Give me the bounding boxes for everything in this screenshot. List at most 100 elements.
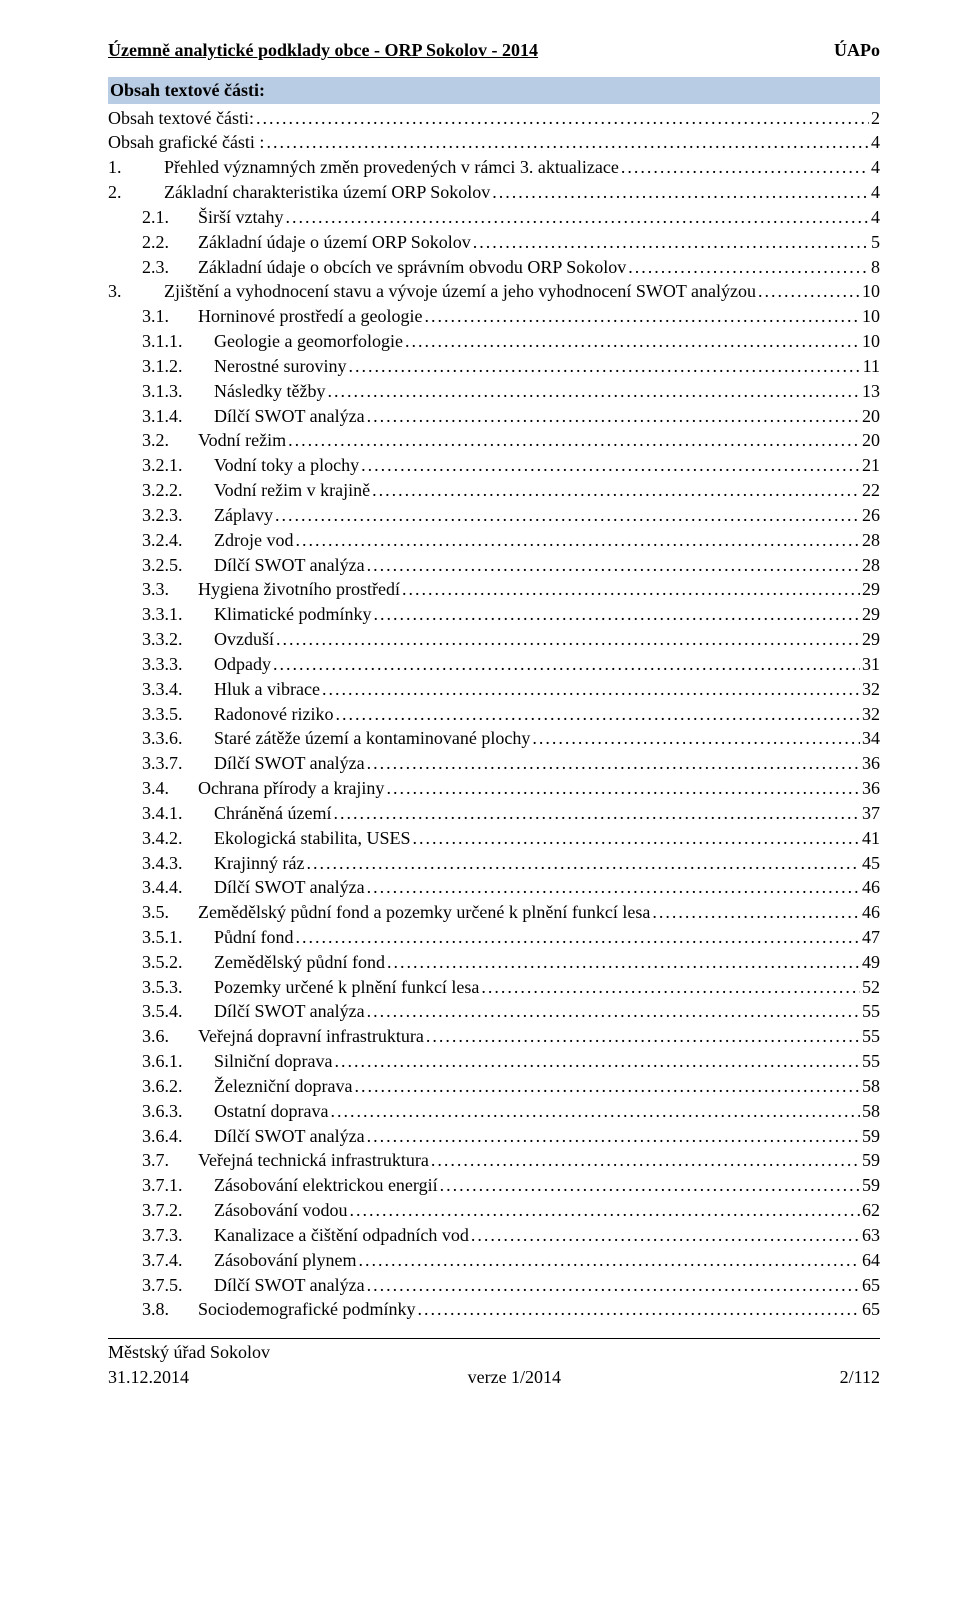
- toc-row: 3.1.2.Nerostné suroviny 11: [108, 354, 880, 379]
- toc-number: 3.3.7.: [142, 751, 214, 776]
- toc-text: Geologie a geomorfologie: [214, 331, 403, 351]
- toc-row: 3.6.2.Železniční doprava 58: [108, 1074, 880, 1099]
- toc-number: 3.4.4.: [142, 875, 214, 900]
- toc-page: 37: [862, 801, 880, 826]
- toc-text: Ostatní doprava: [214, 1101, 328, 1121]
- toc-label: 3.3.Hygiena životního prostředí: [142, 577, 400, 602]
- toc-page: 59: [862, 1173, 880, 1198]
- toc-leader-dots: [367, 875, 860, 900]
- toc-label: 3.3.7.Dílčí SWOT analýza: [142, 751, 365, 776]
- toc-number: 3.2.3.: [142, 503, 214, 528]
- toc-label: 3.5.2.Zemědělský půdní fond: [142, 950, 385, 975]
- toc-label: 3.2.Vodní režim: [142, 428, 286, 453]
- toc-leader-dots: [327, 379, 860, 404]
- toc-leader-dots: [372, 478, 860, 503]
- toc-row: 3.1.1.Geologie a geomorfologie 10: [108, 329, 880, 354]
- toc-label: 3.3.6.Staré zátěže území a kontaminované…: [142, 726, 530, 751]
- toc-page: 4: [871, 155, 880, 180]
- toc-row: 3.4.4.Dílčí SWOT analýza 46: [108, 875, 880, 900]
- footer-version: verze 1/2014: [468, 1365, 561, 1390]
- toc-row: 3.2.4.Zdroje vod 28: [108, 528, 880, 553]
- toc-row: 3.1.3.Následky těžby 13: [108, 379, 880, 404]
- toc-number: 3.6.1.: [142, 1049, 214, 1074]
- toc-page: 55: [862, 1024, 880, 1049]
- toc-label: 3.2.2.Vodní režim v krajině: [142, 478, 370, 503]
- toc-text: Horninové prostředí a geologie: [198, 306, 422, 326]
- toc-text: Obsah textové části:: [108, 108, 254, 128]
- toc-text: Zásobování plynem: [214, 1250, 356, 1270]
- toc-text: Kanalizace a čištění odpadních vod: [214, 1225, 469, 1245]
- toc-number: 3.5.1.: [142, 925, 214, 950]
- toc-row: 3.3.5.Radonové riziko 32: [108, 702, 880, 727]
- toc-row: 3.7.4.Zásobování plynem 64: [108, 1248, 880, 1273]
- toc-text: Klimatické podmínky: [214, 604, 371, 624]
- toc-leader-dots: [412, 826, 860, 851]
- toc-text: Ochrana přírody a krajiny: [198, 778, 384, 798]
- toc-leader-dots: [330, 1099, 860, 1124]
- toc-number: 3.6.3.: [142, 1099, 214, 1124]
- toc-row: 3.4.1.Chráněná území 37: [108, 801, 880, 826]
- toc-row: 3.6.Veřejná dopravní infrastruktura 55: [108, 1024, 880, 1049]
- toc-text: Zdroje vod: [214, 530, 293, 550]
- toc-row: 3.5.2.Zemědělský půdní fond 49: [108, 950, 880, 975]
- toc-page: 28: [862, 553, 880, 578]
- toc-label: Obsah grafické části :: [108, 130, 264, 155]
- toc-label: 3.2.3.Záplavy: [142, 503, 273, 528]
- toc-number: 3.4.1.: [142, 801, 214, 826]
- toc-leader-dots: [367, 751, 860, 776]
- toc-number: 3.: [108, 279, 164, 304]
- toc-row: 3.6.1.Silniční doprava 55: [108, 1049, 880, 1074]
- toc-row: 1.Přehled významných změn provedených v …: [108, 155, 880, 180]
- toc-page: 31: [862, 652, 880, 677]
- toc-text: Krajinný ráz: [214, 853, 304, 873]
- toc-number: 3.5.3.: [142, 975, 214, 1000]
- toc-leader-dots: [440, 1173, 860, 1198]
- toc-row: 2.Základní charakteristika území ORP Sok…: [108, 180, 880, 205]
- toc-number: 3.5.: [142, 900, 198, 925]
- table-of-contents: Obsah textové části: 2Obsah grafické čás…: [108, 106, 880, 1323]
- toc-leader-dots: [295, 528, 860, 553]
- toc-label: 3.6.Veřejná dopravní infrastruktura: [142, 1024, 424, 1049]
- toc-number: 3.7.: [142, 1148, 198, 1173]
- toc-label: 3.3.3.Odpady: [142, 652, 271, 677]
- toc-leader-dots: [405, 329, 860, 354]
- toc-row: 3.5.1.Půdní fond 47: [108, 925, 880, 950]
- toc-page: 47: [862, 925, 880, 950]
- toc-page: 59: [862, 1148, 880, 1173]
- toc-page: 64: [862, 1248, 880, 1273]
- toc-text: Radonové riziko: [214, 704, 333, 724]
- toc-leader-dots: [532, 726, 860, 751]
- toc-leader-dots: [333, 801, 860, 826]
- toc-number: 3.3.: [142, 577, 198, 602]
- toc-leader-dots: [367, 999, 860, 1024]
- toc-leader-dots: [417, 1297, 860, 1322]
- toc-page: 59: [862, 1124, 880, 1149]
- toc-text: Silniční doprava: [214, 1051, 332, 1071]
- toc-number: 3.1.: [142, 304, 198, 329]
- toc-row: 3.4.2.Ekologická stabilita, USES 41: [108, 826, 880, 851]
- toc-number: 3.7.3.: [142, 1223, 214, 1248]
- toc-leader-dots: [473, 230, 869, 255]
- toc-leader-dots: [471, 1223, 860, 1248]
- toc-number: 3.6.2.: [142, 1074, 214, 1099]
- toc-number: 3.4.2.: [142, 826, 214, 851]
- toc-page: 58: [862, 1074, 880, 1099]
- toc-number: 2.3.: [142, 255, 198, 280]
- toc-page: 28: [862, 528, 880, 553]
- toc-row: 3.7.5.Dílčí SWOT analýza 65: [108, 1273, 880, 1298]
- toc-row: 3.3.2.Ovzduší 29: [108, 627, 880, 652]
- toc-page: 58: [862, 1099, 880, 1124]
- toc-text: Dílčí SWOT analýza: [214, 1126, 365, 1146]
- toc-text: Dílčí SWOT analýza: [214, 1001, 365, 1021]
- toc-text: Následky těžby: [214, 381, 325, 401]
- toc-number: 3.3.2.: [142, 627, 214, 652]
- toc-page: 46: [862, 875, 880, 900]
- toc-number: 3.4.: [142, 776, 198, 801]
- toc-text: Širší vztahy: [198, 207, 284, 227]
- toc-text: Dílčí SWOT analýza: [214, 877, 365, 897]
- toc-page: 10: [862, 279, 880, 304]
- toc-row: 3.1.Horninové prostředí a geologie 10: [108, 304, 880, 329]
- toc-label: 3.4.2.Ekologická stabilita, USES: [142, 826, 410, 851]
- toc-number: 3.7.2.: [142, 1198, 214, 1223]
- toc-number: 3.4.3.: [142, 851, 214, 876]
